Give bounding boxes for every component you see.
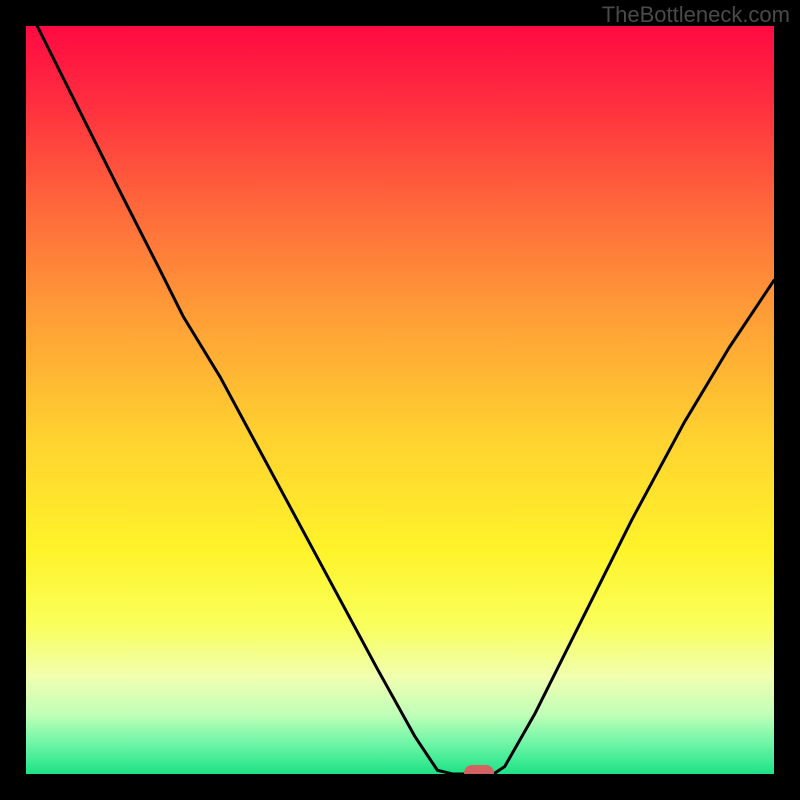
bottleneck-curve <box>26 26 774 774</box>
optimal-marker <box>464 765 494 775</box>
plot-area <box>26 26 774 774</box>
watermark-text: TheBottleneck.com <box>602 2 790 28</box>
